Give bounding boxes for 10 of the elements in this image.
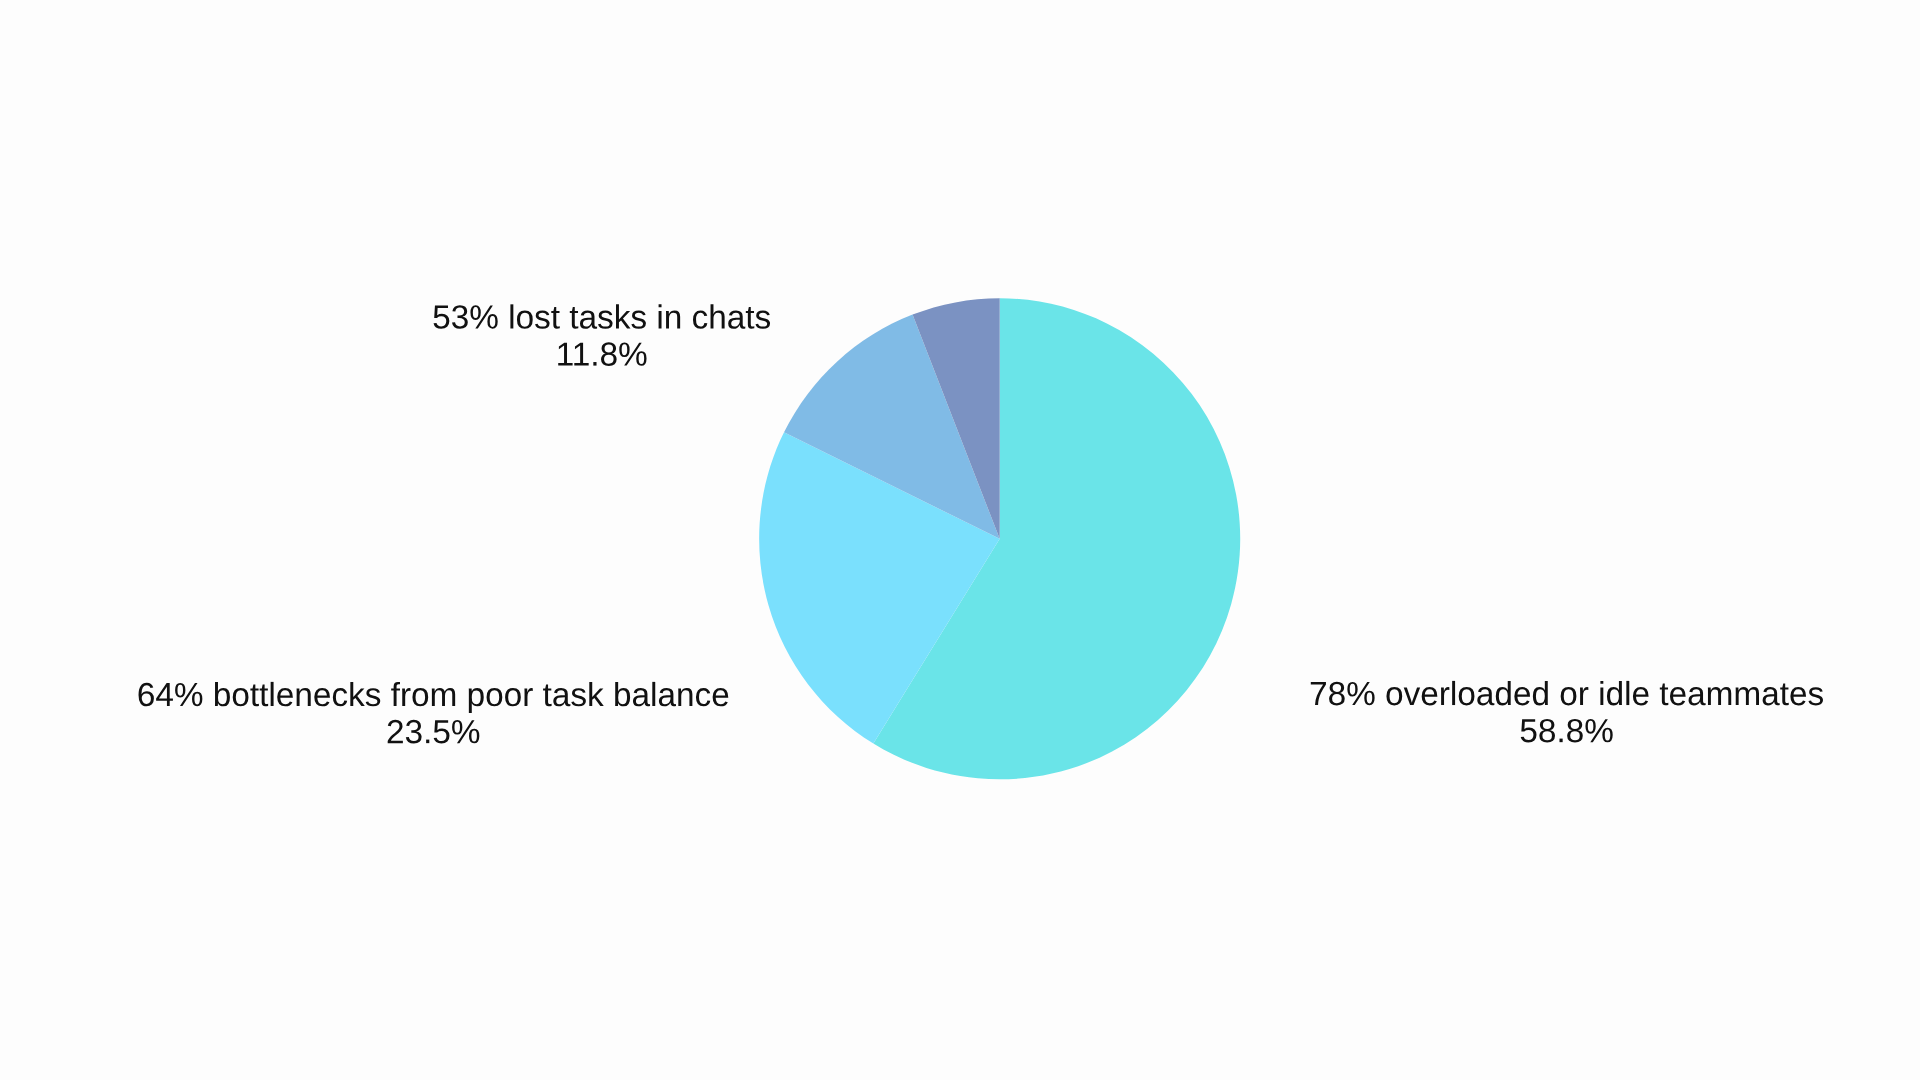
- data-label: 11.8%: [558, 342, 647, 366]
- slice-label: 53% lost tasks in chats: [433, 304, 771, 329]
- pie-slice: [784, 314, 1000, 539]
- data-label: 58.8%: [1520, 718, 1613, 743]
- pie-slice: [912, 298, 1000, 539]
- pie-slice: [759, 432, 1000, 744]
- slice-label: 64% bottlenecks from poor task balance: [138, 681, 729, 713]
- slice-label: 78% overloaded or idle teammates: [1310, 680, 1823, 706]
- pie-slice: [873, 298, 1241, 780]
- data-label: 23.5%: [387, 719, 480, 744]
